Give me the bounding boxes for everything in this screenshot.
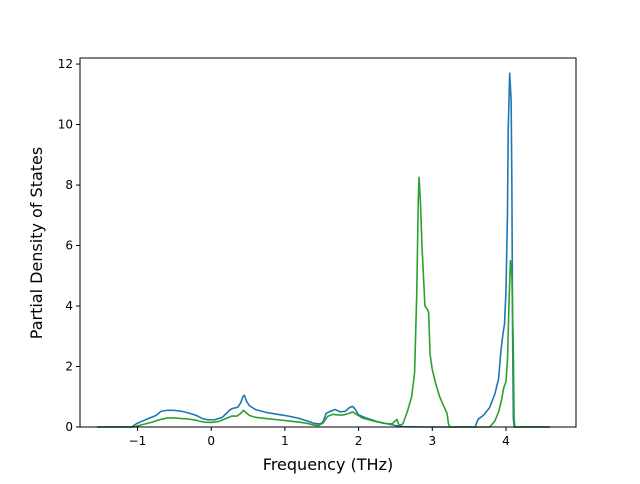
- x-tick-label: −1: [129, 434, 147, 448]
- x-axis-ticks: −1 0 1 2 3 4: [129, 427, 510, 448]
- x-tick-label: 3: [428, 434, 436, 448]
- y-axis-ticks: 0 2 4 6 8 10 12: [58, 57, 80, 434]
- x-tick-label: 0: [207, 434, 215, 448]
- y-tick-label: 12: [58, 57, 73, 71]
- y-tick-label: 6: [65, 239, 73, 253]
- x-axis-label: Frequency (THz): [263, 455, 393, 474]
- x-tick-label: 1: [281, 434, 289, 448]
- series-line-2: [96, 176, 551, 428]
- y-tick-label: 4: [65, 299, 73, 313]
- axes-frame: [79, 57, 577, 428]
- y-tick-label: 2: [65, 360, 73, 374]
- series-line-1: [96, 72, 551, 428]
- x-tick-label: 4: [502, 434, 510, 448]
- y-tick-label: 8: [65, 178, 73, 192]
- plot-area: [96, 72, 551, 428]
- y-tick-label: 10: [58, 118, 73, 132]
- y-axis-label: Partial Density of States: [27, 147, 46, 339]
- x-tick-label: 2: [355, 434, 363, 448]
- y-tick-label: 0: [65, 420, 73, 434]
